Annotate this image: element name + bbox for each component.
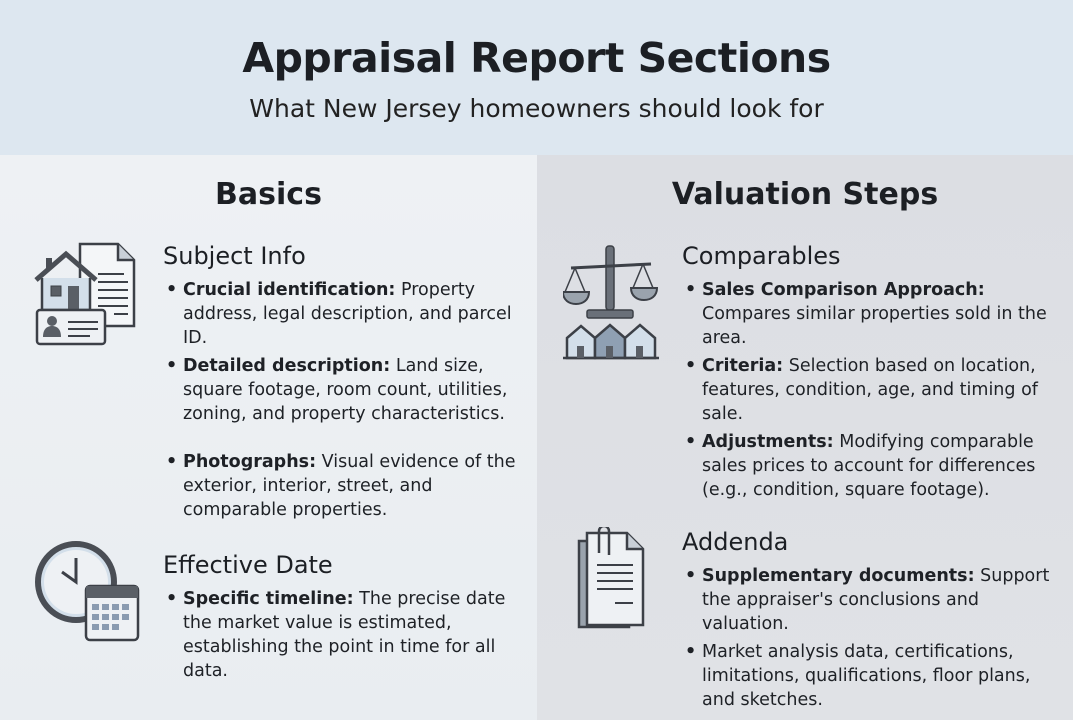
basics-column: Basics Subject Info Crucial identificati… <box>0 155 537 720</box>
bullet-item: Criteria: Selection based on location, f… <box>682 354 1062 426</box>
bullet-text: Property address, legal description, and… <box>183 280 512 348</box>
bullet-item: Sales Comparison Approach: Compares simi… <box>682 278 1062 350</box>
bullet-item: Specific timeline: The precise date the … <box>163 587 523 683</box>
bullet-text: Visual evidence of the exterior, interio… <box>183 452 516 520</box>
bullet-label: Specific timeline: <box>183 589 354 609</box>
bullet-text: Support the appraiser's conclusions and … <box>702 566 1050 634</box>
bullet-text: Compares similar properties sold in the … <box>702 304 1047 348</box>
bullet-label: Photographs: <box>183 452 317 472</box>
bullet-text: Land size, square footage, room count, u… <box>183 356 508 424</box>
bullet-text: Modifying comparable sales prices to acc… <box>702 432 1036 500</box>
section-title: Addenda <box>682 528 789 556</box>
column-heading: Basics <box>215 177 322 212</box>
bullet-text: Selection based on location, features, c… <box>702 356 1038 424</box>
column-heading: Valuation Steps <box>671 177 939 212</box>
section-title: Subject Info <box>163 242 306 270</box>
bullet-item: Adjustments: Modifying comparable sales … <box>682 430 1062 502</box>
bullet-item: Detailed description: Land size, square … <box>163 354 523 426</box>
page-title: Appraisal Report Sections <box>242 34 831 82</box>
house-document-id-icon <box>34 242 136 346</box>
bullet-text: Market analysis data, certifications, li… <box>702 642 1031 710</box>
section-comparables: Comparables Sales Comparison Approach: C… <box>682 242 1062 506</box>
header: Appraisal Report Sections What New Jerse… <box>0 0 1073 155</box>
section-title: Comparables <box>682 242 841 270</box>
bullet-item: Supplementary documents: Support the app… <box>682 564 1062 636</box>
bullet-label: Crucial identification: <box>183 280 396 300</box>
clock-calendar-icon <box>35 541 140 642</box>
section-effective-date: Effective Date Specific timeline: The pr… <box>163 551 523 687</box>
clipped-documents-icon <box>577 527 645 629</box>
bullet-item: Crucial identification: Property address… <box>163 278 523 350</box>
section-title: Effective Date <box>163 551 333 579</box>
bullet-text: The precise date the market value is est… <box>183 589 506 681</box>
page-subtitle: What New Jersey homeowners should look f… <box>249 94 824 123</box>
section-subject-info: Subject Info Crucial identification: Pro… <box>163 242 523 526</box>
valuation-steps-column: Valuation Steps Comparables Sales Compar… <box>537 155 1073 720</box>
bullet-label: Detailed description: <box>183 356 391 376</box>
bullet-label: Criteria: <box>702 356 784 376</box>
bullet-item: Photographs: Visual evidence of the exte… <box>163 450 523 522</box>
bullet-label: Adjustments: <box>702 432 834 452</box>
scale-houses-icon <box>563 245 659 360</box>
bullet-label: Sales Comparison Approach: <box>702 280 985 300</box>
bullet-label: Supplementary documents: <box>702 566 975 586</box>
section-addenda: Addenda Supplementary documents: Support… <box>682 528 1062 716</box>
bullet-item: Market analysis data, certifications, li… <box>682 640 1062 712</box>
